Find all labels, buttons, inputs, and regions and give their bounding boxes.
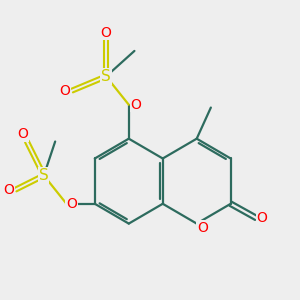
- Text: O: O: [130, 98, 141, 112]
- Text: O: O: [66, 197, 77, 211]
- Text: O: O: [60, 84, 70, 98]
- Text: O: O: [197, 221, 208, 235]
- Text: O: O: [101, 26, 112, 40]
- Text: O: O: [256, 211, 267, 225]
- Text: O: O: [3, 183, 14, 196]
- Text: S: S: [101, 69, 111, 84]
- Text: O: O: [17, 128, 28, 141]
- Text: S: S: [39, 168, 49, 183]
